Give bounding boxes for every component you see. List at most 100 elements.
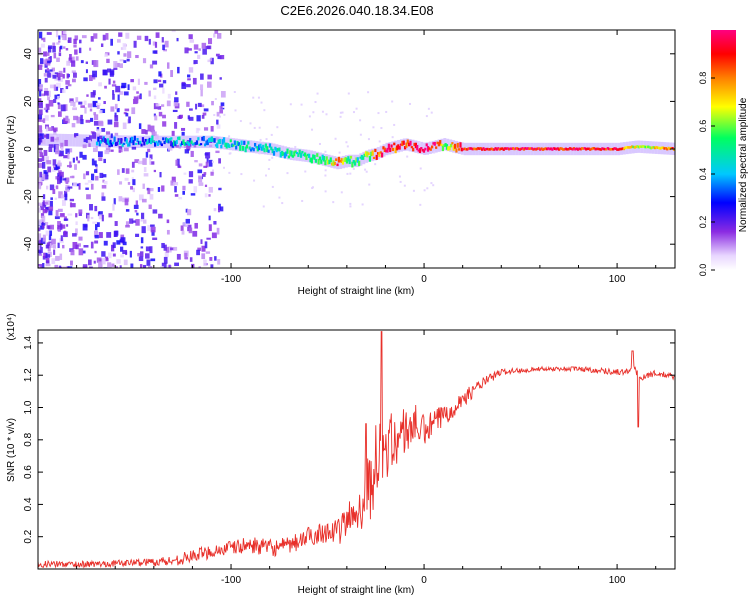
spectrogram-noise-cell bbox=[153, 95, 157, 100]
spectrogram-noise-cell bbox=[131, 169, 135, 173]
spectrogram-ridge-cell bbox=[633, 146, 636, 149]
spectrogram-noise-cell bbox=[150, 224, 155, 227]
spectrogram-noise-cell bbox=[94, 240, 99, 244]
spectrogram-ridge-cell bbox=[95, 141, 99, 146]
spectrogram-noise-cell bbox=[38, 117, 42, 122]
spectrogram-noise-cell bbox=[43, 203, 46, 208]
spectrogram-noise-cell bbox=[130, 186, 134, 190]
spectrogram-noise-cell bbox=[190, 150, 194, 157]
spectrogram-ridge-cell bbox=[340, 158, 343, 163]
spectrogram-ridge-cell bbox=[594, 147, 597, 151]
spectrogram-ridge-cell bbox=[624, 146, 627, 150]
spectrogram-noise-cell bbox=[173, 100, 179, 107]
spectrogram-noise-cell bbox=[56, 42, 60, 45]
spectrogram-noise-cell bbox=[72, 107, 77, 111]
spectrogram-noise-cell bbox=[54, 94, 59, 100]
spectrogram-noise-cell bbox=[205, 45, 211, 49]
spectrogram-noise-cell bbox=[223, 113, 226, 116]
spectrogram-panel: -100 0 100 -40 -20 0 20 40 Height of straight l… bbox=[6, 29, 676, 297]
snr-xtick-label: -100 bbox=[221, 575, 241, 586]
spectrogram-ridge-cell bbox=[612, 147, 615, 151]
spectrogram-noise-cell bbox=[85, 187, 89, 190]
spectrogram-noise-cell bbox=[211, 232, 217, 239]
spectrogram-ridge-cell bbox=[267, 149, 270, 153]
spectrogram-ridge-cell bbox=[641, 145, 644, 148]
spectrogram-noise-cell bbox=[46, 32, 52, 35]
spectrogram-noise-cell bbox=[208, 186, 213, 193]
spectrogram-xtick-label: 0 bbox=[421, 274, 427, 285]
spectrogram-noise-cell bbox=[233, 90, 236, 93]
spectrogram-ridge-cell bbox=[648, 146, 651, 149]
spectrogram-noise-cell bbox=[104, 149, 110, 155]
spectrogram-ridge-cell bbox=[613, 147, 616, 150]
spectrogram-ridge-cell bbox=[418, 148, 422, 154]
spectrogram-noise-cell bbox=[93, 33, 98, 39]
spectrogram-noise-cell bbox=[69, 54, 72, 60]
spectrogram-noise-cell bbox=[102, 34, 106, 41]
spectrogram-noise-cell bbox=[113, 230, 118, 237]
spectrogram-noise-cell bbox=[118, 150, 122, 153]
spectrogram-noise-cell bbox=[38, 244, 41, 250]
spectrogram-noise-cell bbox=[85, 171, 90, 176]
spectrogram-ridge-cell bbox=[498, 148, 501, 151]
spectrogram-noise-cell bbox=[176, 158, 180, 166]
spectrogram-noise-cell bbox=[258, 126, 261, 129]
spectrogram-noise-cell bbox=[85, 69, 88, 74]
spectrogram-noise-cell bbox=[102, 179, 105, 183]
spectrogram-band-cell bbox=[194, 135, 198, 149]
spectrogram-noise-cell bbox=[425, 115, 428, 118]
spectrogram-ridge-cell bbox=[139, 140, 142, 145]
spectrogram-noise-cell bbox=[119, 181, 123, 185]
spectrogram-ridge-cell bbox=[291, 154, 295, 158]
spectrogram-noise-cell bbox=[117, 94, 120, 102]
spectrogram-ridge-cell bbox=[298, 149, 301, 155]
spectrogram-noise-cell bbox=[71, 56, 75, 64]
spectrogram-noise-cell bbox=[171, 30, 176, 33]
spectrogram-noise-cell bbox=[113, 61, 118, 68]
spectrogram-noise-cell bbox=[75, 156, 78, 161]
spectrogram-noise-cell bbox=[150, 258, 156, 262]
spectrogram-noise-cell bbox=[85, 61, 89, 64]
spectrogram-ridge-cell bbox=[653, 146, 657, 150]
spectrogram-ridge-cell bbox=[264, 143, 268, 148]
spectrogram-ridge-cell bbox=[570, 147, 573, 151]
spectrogram-noise-cell bbox=[72, 72, 77, 78]
spectrogram-ridge-cell bbox=[209, 137, 212, 142]
spectrogram-noise-cell bbox=[82, 154, 87, 160]
spectrogram-noise-cell bbox=[71, 203, 76, 208]
spectrogram-noise-cell bbox=[186, 84, 191, 88]
spectrogram-ridge-cell bbox=[347, 156, 350, 162]
spectrogram-noise-cell bbox=[294, 145, 297, 148]
spectrogram-noise-cell bbox=[96, 105, 100, 110]
spectrogram-ridge-cell bbox=[389, 147, 392, 153]
spectrogram-ridge-cell bbox=[459, 142, 462, 148]
spectrogram-noise-cell bbox=[187, 74, 191, 78]
spectrogram-ridge-cell bbox=[148, 137, 151, 143]
spectrogram-ridge-cell bbox=[147, 138, 150, 144]
spectrogram-noise-cell bbox=[427, 107, 430, 110]
spectrogram-noise-cell bbox=[161, 185, 165, 192]
spectrogram-noise-cell bbox=[217, 258, 221, 265]
spectrogram-noise-cell bbox=[38, 47, 42, 54]
spectrogram-ridge-cell bbox=[144, 138, 147, 142]
spectrogram-ridge-cell bbox=[444, 143, 447, 147]
spectrogram-noise-cell bbox=[171, 130, 175, 136]
spectrogram-ridge-cell bbox=[171, 142, 174, 148]
spectrogram-noise-cell bbox=[332, 201, 335, 204]
spectrogram-noise-cell bbox=[74, 35, 79, 41]
spectrogram-noise-cell bbox=[98, 211, 103, 216]
spectrogram-noise-cell bbox=[213, 114, 216, 117]
spectrogram-noise-cell bbox=[201, 253, 206, 260]
spectrogram-noise-cell bbox=[57, 160, 61, 163]
spectrogram-noise-cell bbox=[174, 122, 178, 129]
spectrogram-ridge-cell bbox=[331, 162, 334, 166]
spectrogram-noise-cell bbox=[359, 133, 362, 136]
spectrogram-ridge-cell bbox=[179, 143, 182, 147]
spectrogram-noise-cell bbox=[75, 97, 79, 103]
spectrogram-ridge-cell bbox=[386, 147, 389, 153]
spectrogram-noise-cell bbox=[144, 35, 149, 42]
spectrogram-noise-cell bbox=[49, 70, 55, 76]
spectrogram-ridge-cell bbox=[595, 147, 599, 151]
spectrogram-noise-cell bbox=[178, 196, 183, 200]
spectrogram-ridge-cell bbox=[106, 138, 109, 144]
